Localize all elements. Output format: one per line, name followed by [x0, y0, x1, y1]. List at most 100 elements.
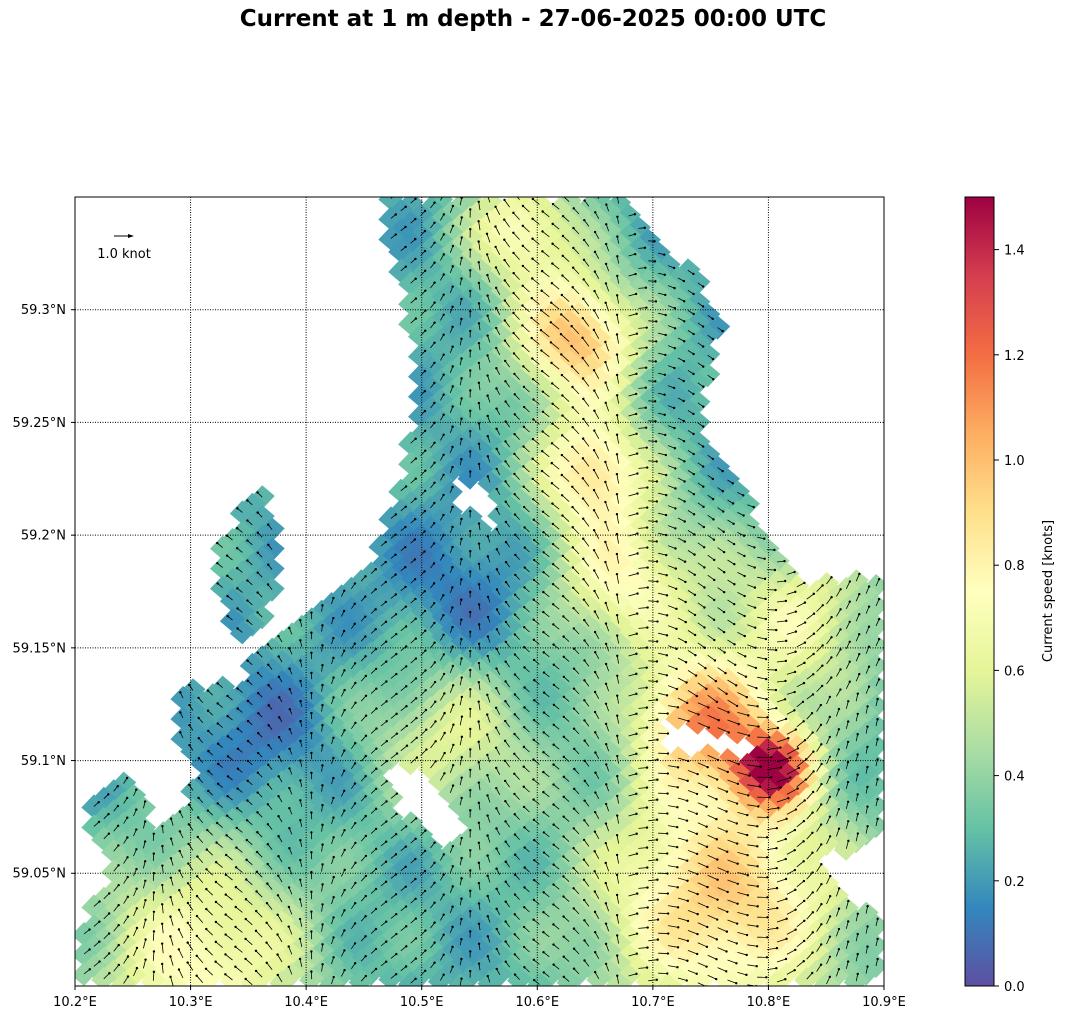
current-arrowhead [593, 270, 597, 273]
current-arrowhead [451, 345, 454, 348]
current-arrow [628, 713, 637, 717]
current-arrow [605, 362, 610, 372]
current-arrow [288, 926, 293, 935]
current-arrow [486, 254, 491, 263]
current-arrow [410, 757, 418, 764]
current-arrow [246, 859, 253, 866]
current-arrowhead [615, 373, 619, 377]
current-arrow [572, 526, 580, 535]
current-arrow [478, 842, 481, 851]
current-arrowhead [533, 698, 536, 702]
current-arrow [707, 554, 715, 561]
current-arrowhead [572, 727, 576, 730]
speed-cell [863, 794, 884, 818]
current-arrow [552, 523, 560, 530]
current-arrow [495, 747, 501, 755]
current-arrow [430, 761, 436, 769]
current-arrow [552, 223, 560, 230]
current-arrow [487, 197, 491, 203]
current-arrowhead [615, 294, 619, 297]
current-arrow [225, 914, 233, 921]
current-arrowhead [572, 627, 576, 630]
current-arrowhead [541, 490, 544, 493]
current-arrowhead [803, 601, 807, 604]
current-arrow [532, 278, 540, 285]
current-arrowhead [256, 831, 259, 834]
current-arrowhead [246, 679, 249, 683]
current-arrow [697, 562, 705, 568]
current-arrowhead [542, 711, 546, 714]
current-arrow [523, 786, 530, 793]
current-arrowhead [364, 854, 368, 858]
current-arrow [605, 442, 610, 452]
current-arrow [658, 532, 667, 536]
current-arrow [628, 733, 637, 737]
current-arrowhead [432, 562, 436, 565]
current-arrowhead [541, 230, 544, 233]
current-arrowhead [395, 812, 398, 816]
current-arrowhead [485, 212, 489, 216]
current-arrowhead [592, 529, 596, 532]
current-arrow [593, 489, 600, 499]
current-arrowhead [342, 609, 346, 613]
current-arrowhead [178, 869, 181, 872]
current-arrowhead [562, 675, 566, 679]
current-arrowhead [469, 208, 472, 211]
current-arrow [717, 627, 725, 633]
current-arrowhead [374, 887, 378, 891]
current-arrow [757, 616, 766, 620]
current-arrow [161, 904, 164, 914]
current-arrowhead [522, 785, 525, 788]
current-arrow [667, 585, 677, 590]
current-arrowhead [571, 385, 574, 389]
current-arrowhead [616, 235, 619, 238]
current-arrowhead [684, 620, 687, 624]
current-arrow [449, 665, 454, 673]
current-arrowhead [593, 651, 597, 654]
current-arrowhead [533, 678, 536, 682]
current-arrow [123, 916, 129, 924]
current-arrowhead [665, 594, 669, 597]
current-arrowhead [654, 280, 657, 283]
current-arrowhead [513, 472, 516, 476]
current-arrowhead [414, 317, 418, 320]
current-arrowhead [646, 566, 649, 569]
current-arrow [605, 623, 610, 632]
current-arrowhead [169, 876, 173, 880]
current-arrow [648, 680, 657, 682]
current-arrow [440, 732, 445, 741]
current-arrow [747, 624, 756, 629]
current-arrowhead [353, 602, 356, 606]
current-arrowhead [144, 879, 147, 882]
current-arrowhead [592, 368, 596, 372]
current-arrowhead [442, 453, 445, 457]
current-arrowhead [433, 241, 436, 245]
current-arrowhead [424, 689, 427, 692]
current-arrowhead [321, 903, 324, 906]
current-arrowhead [560, 373, 564, 377]
current-arrowhead [540, 349, 543, 352]
current-arrow [677, 597, 686, 603]
current-arrow [246, 839, 253, 846]
current-arrowhead [169, 955, 172, 958]
current-arrowhead [288, 866, 291, 870]
current-arrowhead [692, 352, 695, 356]
current-arrowhead [674, 547, 677, 550]
current-arrow [522, 325, 530, 333]
current-arrowhead [523, 666, 526, 669]
current-arrowhead [495, 628, 499, 631]
current-arrow [668, 705, 678, 708]
current-arrow [658, 632, 668, 636]
current-arrowhead [664, 513, 668, 517]
current-arrowhead [552, 723, 555, 726]
current-arrowhead [477, 603, 481, 606]
current-arrowhead [646, 606, 649, 609]
current-arrowhead [523, 546, 526, 549]
current-arrowhead [188, 683, 191, 687]
current-arrowhead [523, 566, 526, 569]
current-arrowhead [423, 590, 426, 593]
current-arrowhead [521, 284, 524, 287]
current-arrowhead [395, 652, 398, 656]
current-arrow [235, 906, 243, 913]
